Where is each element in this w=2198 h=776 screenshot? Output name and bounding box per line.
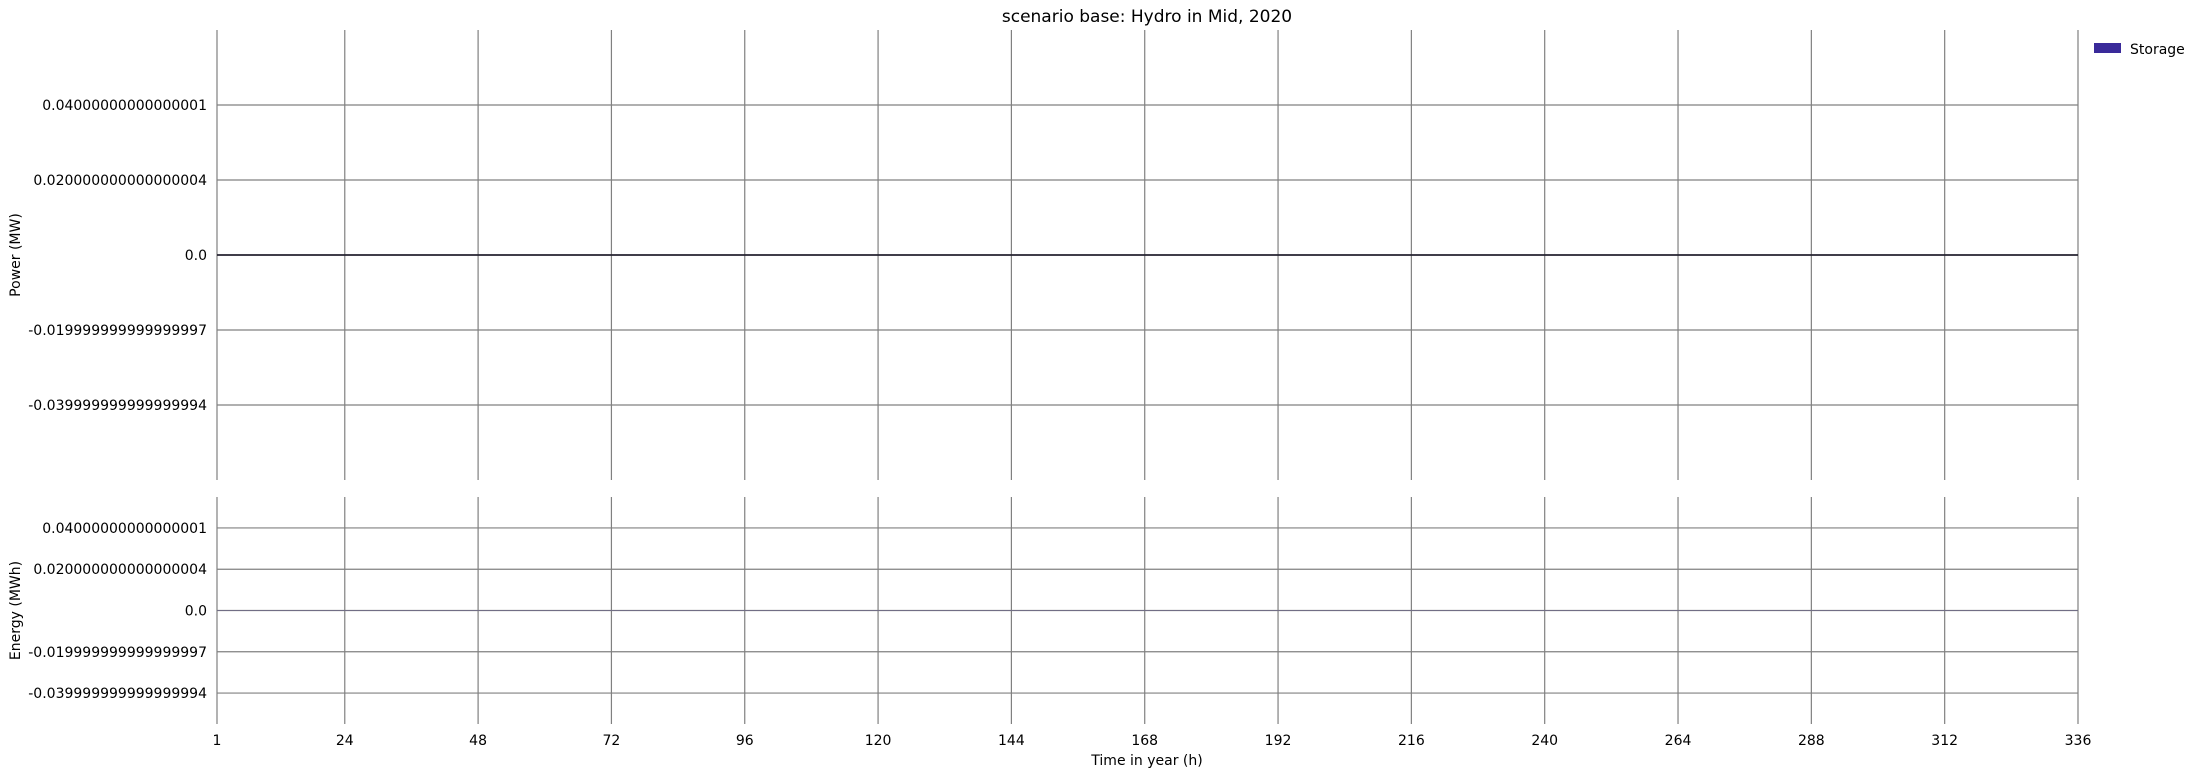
x-tick-label: 120 bbox=[865, 733, 892, 749]
y-tick-label: -0.019999999999999997 bbox=[28, 323, 207, 339]
y-tick-label: 0.020000000000000004 bbox=[33, 562, 207, 578]
x-tick-label: 312 bbox=[1931, 733, 1958, 749]
legend: Storage bbox=[2094, 42, 2185, 58]
x-tick-label: 96 bbox=[736, 733, 754, 749]
power-panel: 0.04000000000000001 0.020000000000000004 0… bbox=[8, 30, 2079, 480]
energy-panel: 0.04000000000000001 0.020000000000000004 0… bbox=[8, 497, 2079, 724]
chart-title: scenario base: Hydro in Mid, 2020 bbox=[1002, 7, 1292, 27]
y-tick-label: 0.0 bbox=[185, 604, 207, 620]
x-tick-label: 144 bbox=[998, 733, 1025, 749]
y-tick-label: -0.039999999999999994 bbox=[28, 686, 207, 702]
x-tick-label: 240 bbox=[1531, 733, 1558, 749]
y-tick-label: -0.019999999999999997 bbox=[28, 645, 207, 661]
y-tick-label: 0.020000000000000004 bbox=[33, 173, 207, 189]
x-tick-label: 192 bbox=[1265, 733, 1292, 749]
legend-swatch-storage bbox=[2094, 43, 2121, 53]
x-axis-label: Time in year (h) bbox=[1090, 753, 1202, 769]
x-tick-label: 336 bbox=[2065, 733, 2092, 749]
x-tick-label: 288 bbox=[1798, 733, 1825, 749]
x-tick-label: 48 bbox=[469, 733, 487, 749]
x-tick-label: 216 bbox=[1398, 733, 1425, 749]
x-tick-label: 24 bbox=[336, 733, 354, 749]
y-tick-label: -0.039999999999999994 bbox=[28, 398, 207, 414]
legend-label-storage: Storage bbox=[2130, 42, 2185, 58]
y-tick-label: 0.04000000000000001 bbox=[42, 521, 207, 537]
x-axis: 1 24 48 72 96 120 144 168 192 216 240 264 288 312 336 bbox=[213, 733, 2092, 749]
y-tick-label: 0.04000000000000001 bbox=[42, 98, 207, 114]
x-tick-label: 1 bbox=[213, 733, 222, 749]
x-tick-label: 72 bbox=[603, 733, 621, 749]
x-tick-label: 168 bbox=[1131, 733, 1158, 749]
y-tick-label: 0.0 bbox=[185, 248, 207, 264]
y-axis-label: Power (MW) bbox=[8, 213, 24, 297]
y-axis-label: Energy (MWh) bbox=[8, 561, 24, 660]
x-tick-label: 264 bbox=[1665, 733, 1692, 749]
